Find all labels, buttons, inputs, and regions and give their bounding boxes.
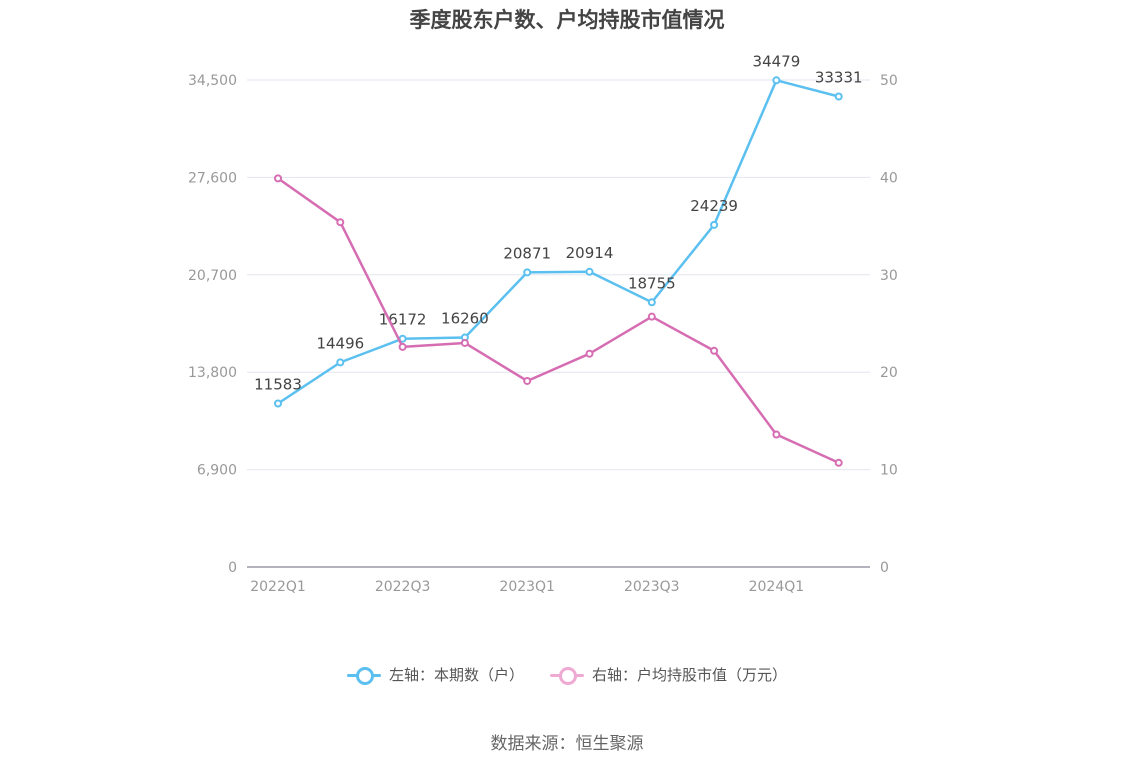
point-avg-value (710, 346, 719, 355)
point-avg-value (834, 458, 843, 467)
point-households (585, 267, 594, 276)
data-label: 20914 (566, 244, 614, 262)
point-avg-value (523, 376, 532, 385)
point-households (336, 358, 345, 367)
point-households (772, 76, 781, 85)
data-label: 11583 (254, 375, 302, 393)
data-label: 16260 (441, 309, 489, 327)
point-avg-value (274, 174, 282, 183)
data-source: 数据来源：恒生聚源 (490, 734, 644, 754)
legend-item-households[interactable]: 左轴：本期数（户） (346, 664, 524, 685)
left-y-tick-label: 0 (228, 560, 237, 576)
x-tick-label: 2022Q3 (375, 579, 431, 595)
x-tick-label: 2023Q1 (499, 579, 555, 595)
left-y-tick-label: 27,600 (188, 170, 237, 186)
series-line-households (277, 79, 840, 405)
legend-label-avg-value: 右轴：户均持股市值（万元） (592, 666, 788, 684)
data-label: 20871 (503, 244, 551, 262)
legend-marker-avg-value (550, 665, 584, 685)
x-tick-label: 2022Q1 (250, 579, 306, 595)
point-avg-value (398, 342, 407, 351)
left-y-tick-label: 6,900 (197, 463, 237, 479)
right-y-tick-label: 40 (880, 170, 898, 186)
point-avg-value (460, 338, 469, 347)
legend-item-avg-value[interactable]: 右轴：户均持股市值（万元） (550, 664, 787, 685)
data-label: 14496 (316, 334, 364, 352)
right-y-tick-label: 10 (880, 463, 898, 479)
right-y-tick-label: 0 (880, 560, 889, 576)
right-y-tick-label: 50 (880, 73, 898, 89)
chart-title: 季度股东户数、户均持股市值情况 (409, 8, 725, 32)
point-avg-value (647, 312, 656, 321)
series-line-avg-value (277, 177, 840, 464)
point-avg-value (772, 430, 781, 439)
point-households (647, 298, 656, 307)
data-label: 33331 (815, 69, 863, 87)
point-households (710, 220, 719, 229)
legend: 左轴：本期数（户） 右轴：户均持股市值（万元） (0, 664, 1134, 685)
data-label: 34479 (753, 52, 801, 70)
x-tick-label: 2024Q1 (749, 579, 805, 595)
point-households (834, 92, 843, 101)
left-y-tick-label: 13,800 (188, 365, 237, 381)
point-households (274, 399, 282, 408)
legend-marker-households (346, 665, 381, 685)
legend-label-households: 左轴：本期数（户） (388, 666, 524, 684)
x-tick-label: 2023Q3 (624, 579, 680, 595)
left-y-tick-label: 20,700 (188, 268, 237, 284)
point-households (523, 268, 532, 277)
point-avg-value (585, 349, 594, 358)
data-label: 24239 (690, 197, 738, 215)
left-y-tick-label: 34,500 (188, 73, 237, 89)
data-label: 18755 (628, 274, 676, 292)
right-y-tick-label: 30 (880, 268, 898, 284)
right-y-tick-label: 20 (880, 365, 898, 381)
point-avg-value (336, 218, 345, 227)
